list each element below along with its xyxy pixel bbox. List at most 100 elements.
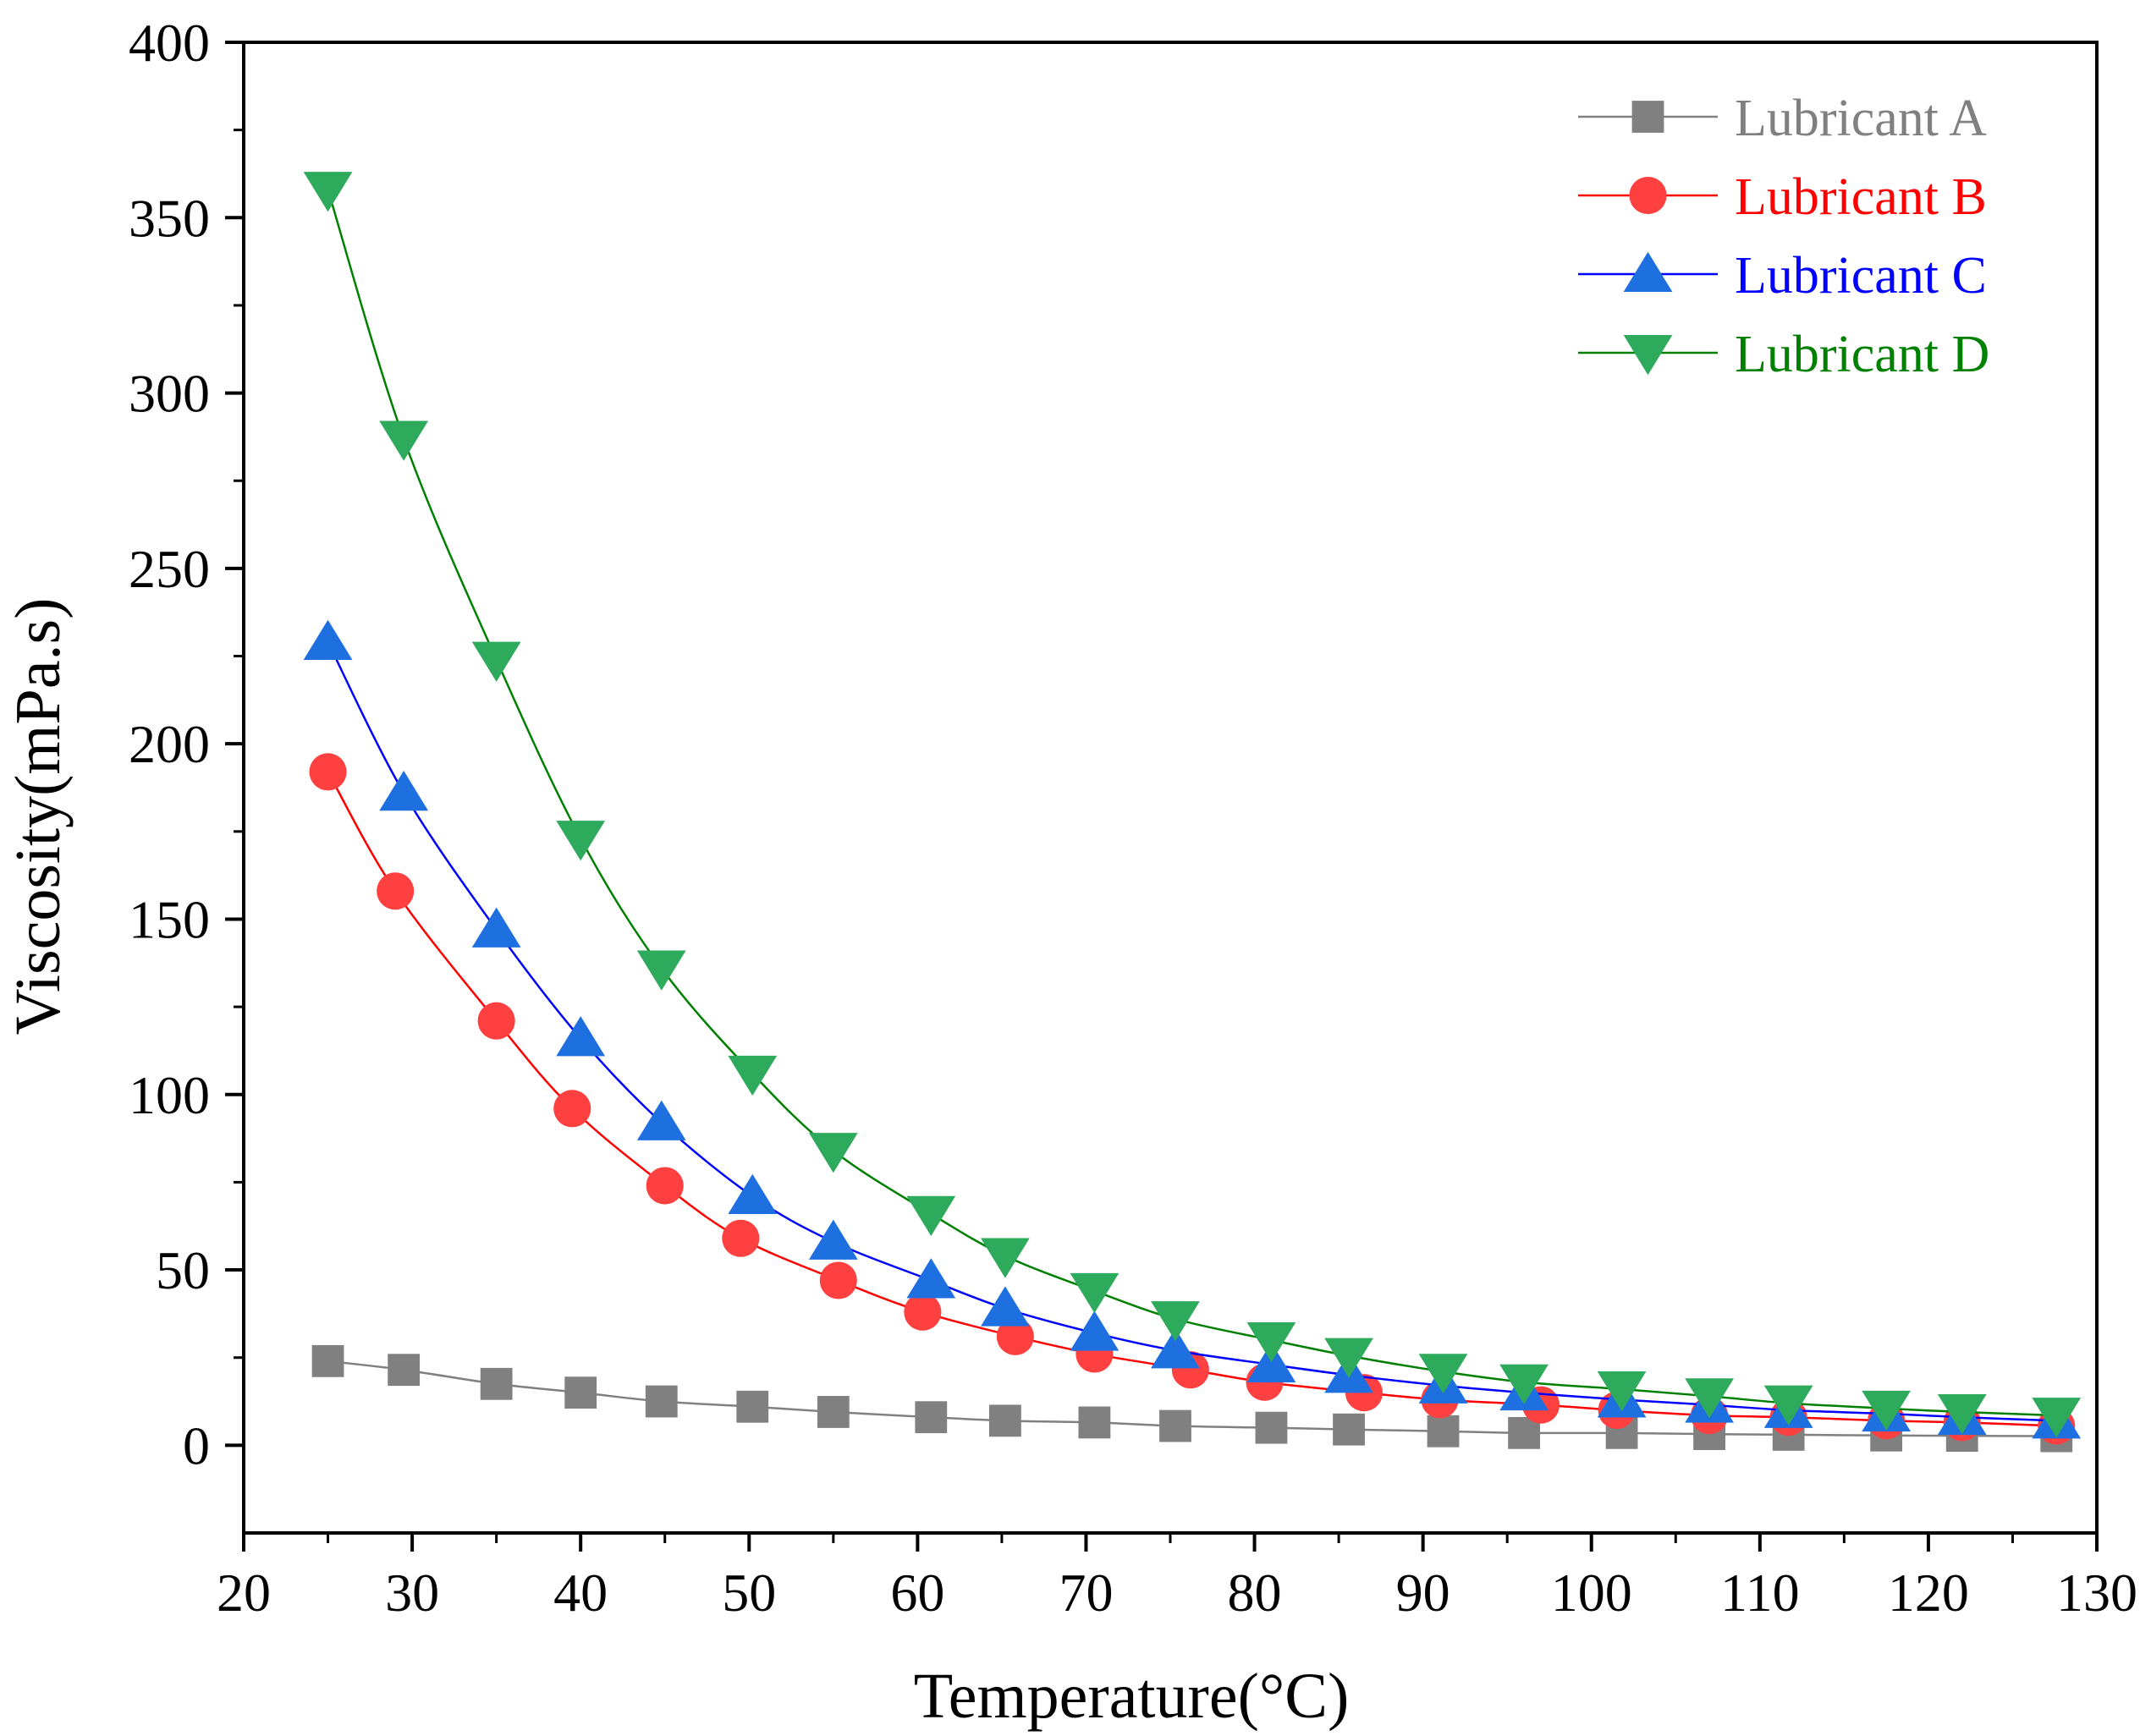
data-point bbox=[646, 1167, 684, 1205]
legend-label: Lubricant A bbox=[1735, 90, 1987, 147]
data-point bbox=[645, 1385, 678, 1418]
x-tick-label: 60 bbox=[890, 1563, 944, 1623]
data-point bbox=[906, 1195, 956, 1236]
data-point bbox=[1070, 1272, 1120, 1314]
data-point bbox=[1324, 1338, 1373, 1378]
data-point bbox=[1862, 1390, 1912, 1431]
legend-label: Lubricant C bbox=[1735, 247, 1987, 305]
data-point bbox=[480, 1367, 513, 1400]
y-tick-label: 50 bbox=[156, 1240, 210, 1300]
data-point bbox=[904, 1293, 942, 1331]
data-point bbox=[377, 872, 415, 910]
series-layer bbox=[303, 172, 2082, 1453]
y-tick-label: 350 bbox=[129, 188, 210, 248]
legend-item: Lubricant D bbox=[1578, 326, 1989, 383]
x-tick-label: 30 bbox=[385, 1563, 439, 1623]
data-point bbox=[1078, 1406, 1111, 1439]
legend-label: Lubricant B bbox=[1735, 168, 1987, 226]
data-point bbox=[906, 1258, 956, 1299]
data-point bbox=[379, 770, 429, 811]
data-point bbox=[636, 950, 686, 991]
data-point bbox=[1255, 1411, 1288, 1444]
data-point bbox=[736, 1390, 769, 1423]
data-point bbox=[1246, 1321, 1296, 1363]
data-point bbox=[1070, 1310, 1120, 1351]
legend-label: Lubricant D bbox=[1735, 326, 1989, 383]
data-point bbox=[1246, 1342, 1296, 1382]
data-point bbox=[379, 420, 429, 461]
series-lubricant-a bbox=[311, 1344, 2073, 1453]
data-point bbox=[915, 1401, 948, 1434]
data-point bbox=[1499, 1364, 1549, 1404]
data-point bbox=[1159, 1409, 1191, 1442]
legend-item: Lubricant B bbox=[1578, 168, 1987, 226]
x-tick-label: 50 bbox=[722, 1563, 776, 1623]
y-tick-label: 100 bbox=[129, 1065, 210, 1125]
data-point bbox=[981, 1238, 1030, 1278]
y-tick-label: 200 bbox=[129, 714, 210, 774]
x-tick-label: 70 bbox=[1059, 1563, 1113, 1623]
data-point bbox=[1763, 1385, 1813, 1426]
data-point bbox=[1151, 1301, 1200, 1342]
x-tick-label: 80 bbox=[1228, 1563, 1282, 1623]
data-point bbox=[556, 821, 606, 861]
data-point bbox=[2032, 1398, 2082, 1438]
y-tick-label: 250 bbox=[129, 539, 210, 599]
data-point bbox=[1937, 1393, 1987, 1435]
x-tick-label: 130 bbox=[2056, 1563, 2137, 1623]
y-tick-label: 150 bbox=[129, 889, 210, 949]
data-point bbox=[1427, 1415, 1460, 1448]
data-point bbox=[988, 1404, 1021, 1437]
data-point bbox=[553, 1090, 591, 1128]
x-tick-label: 110 bbox=[1720, 1563, 1800, 1623]
data-point bbox=[471, 641, 521, 682]
data-point bbox=[471, 907, 521, 948]
data-point bbox=[1418, 1354, 1468, 1394]
x-tick-label: 90 bbox=[1396, 1563, 1450, 1623]
legend-item: Lubricant A bbox=[1578, 90, 1987, 147]
series-lubricant-d bbox=[303, 172, 2082, 1438]
y-tick-label: 0 bbox=[183, 1415, 210, 1475]
data-point bbox=[722, 1219, 760, 1257]
legend-item: Lubricant C bbox=[1578, 247, 1987, 305]
data-point bbox=[808, 1219, 858, 1260]
data-point bbox=[819, 1261, 857, 1299]
legend: Lubricant A Lubricant B Lubricant C Lubrica… bbox=[1578, 90, 1989, 383]
data-point bbox=[636, 1100, 686, 1140]
x-tick-label: 20 bbox=[217, 1563, 271, 1623]
data-point bbox=[996, 1317, 1034, 1355]
data-point bbox=[817, 1396, 850, 1428]
x-tick-label: 100 bbox=[1551, 1563, 1632, 1623]
axes: 20 30 40 50 60 70 80 90 100 110 120 130 0 50 100 150 200… bbox=[129, 13, 2137, 1623]
data-point bbox=[1685, 1378, 1734, 1419]
y-tick-label: 300 bbox=[129, 364, 210, 424]
legend-marker bbox=[1629, 176, 1667, 215]
data-point bbox=[477, 1002, 515, 1040]
data-point bbox=[564, 1376, 597, 1409]
data-point bbox=[303, 172, 353, 212]
legend-marker bbox=[1631, 101, 1664, 133]
x-tick-label: 40 bbox=[553, 1563, 608, 1623]
data-point bbox=[728, 1173, 778, 1214]
legend-marker bbox=[1623, 335, 1673, 376]
data-point bbox=[808, 1133, 858, 1173]
data-point bbox=[556, 1016, 606, 1057]
data-point bbox=[1333, 1413, 1365, 1446]
data-point bbox=[1151, 1328, 1200, 1369]
data-point bbox=[303, 619, 353, 660]
y-tick-label: 400 bbox=[129, 13, 210, 73]
x-tick-label: 120 bbox=[1888, 1563, 1969, 1623]
data-point bbox=[981, 1286, 1030, 1327]
legend-marker bbox=[1623, 251, 1673, 292]
series-line bbox=[327, 641, 2057, 1422]
data-point bbox=[388, 1354, 421, 1387]
series-lubricant-b bbox=[309, 753, 2076, 1445]
data-point bbox=[728, 1055, 778, 1096]
data-point bbox=[1597, 1371, 1647, 1412]
data-point bbox=[311, 1344, 344, 1377]
data-point bbox=[309, 753, 347, 791]
x-axis-label: Temperature(°C) bbox=[914, 1661, 1350, 1732]
y-axis-label: Viscosity(mPa.s) bbox=[3, 598, 74, 1036]
series-lubricant-c bbox=[303, 619, 2082, 1439]
